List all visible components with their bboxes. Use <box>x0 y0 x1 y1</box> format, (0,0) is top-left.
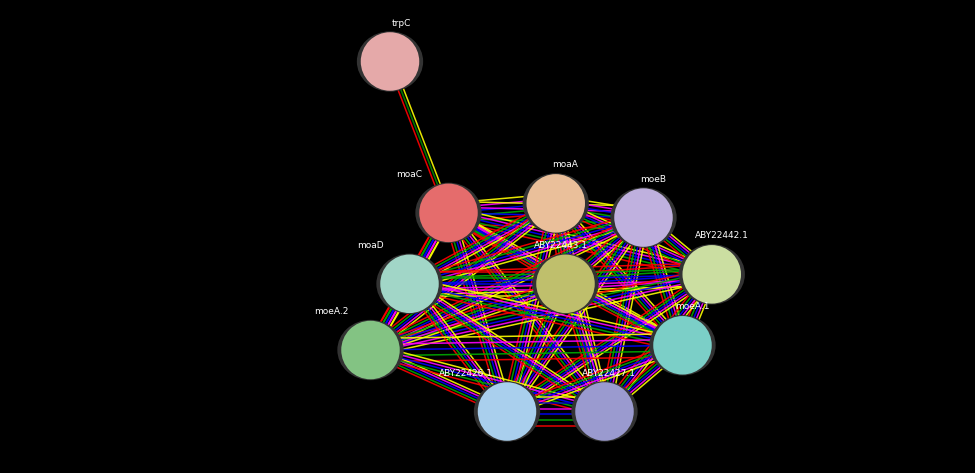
Ellipse shape <box>419 184 478 242</box>
Ellipse shape <box>649 315 716 376</box>
Ellipse shape <box>357 31 423 92</box>
Ellipse shape <box>536 254 595 313</box>
Text: moeA.1: moeA.1 <box>675 302 710 311</box>
Ellipse shape <box>478 382 536 441</box>
Text: moaD: moaD <box>357 241 384 250</box>
Ellipse shape <box>523 173 589 234</box>
Text: moeB: moeB <box>641 175 666 184</box>
Ellipse shape <box>614 188 673 247</box>
Text: moeA.2: moeA.2 <box>314 307 349 316</box>
Ellipse shape <box>415 183 482 243</box>
Text: ABY22426.1: ABY22426.1 <box>439 368 493 377</box>
Ellipse shape <box>474 381 540 442</box>
Ellipse shape <box>361 32 419 91</box>
Ellipse shape <box>526 174 585 233</box>
Ellipse shape <box>571 381 638 442</box>
Text: ABY22442.1: ABY22442.1 <box>694 231 749 240</box>
Text: ABY22427.1: ABY22427.1 <box>582 368 637 377</box>
Ellipse shape <box>682 245 741 304</box>
Ellipse shape <box>610 187 677 248</box>
Ellipse shape <box>679 244 745 305</box>
Text: trpC: trpC <box>392 18 411 27</box>
Ellipse shape <box>337 320 404 380</box>
Ellipse shape <box>653 316 712 375</box>
Text: moaA: moaA <box>553 160 578 169</box>
Text: ABY22443.1: ABY22443.1 <box>533 241 588 250</box>
Text: moaC: moaC <box>397 170 422 179</box>
Ellipse shape <box>341 321 400 379</box>
Ellipse shape <box>575 382 634 441</box>
Ellipse shape <box>532 254 599 314</box>
Ellipse shape <box>376 254 443 314</box>
Ellipse shape <box>380 254 439 313</box>
